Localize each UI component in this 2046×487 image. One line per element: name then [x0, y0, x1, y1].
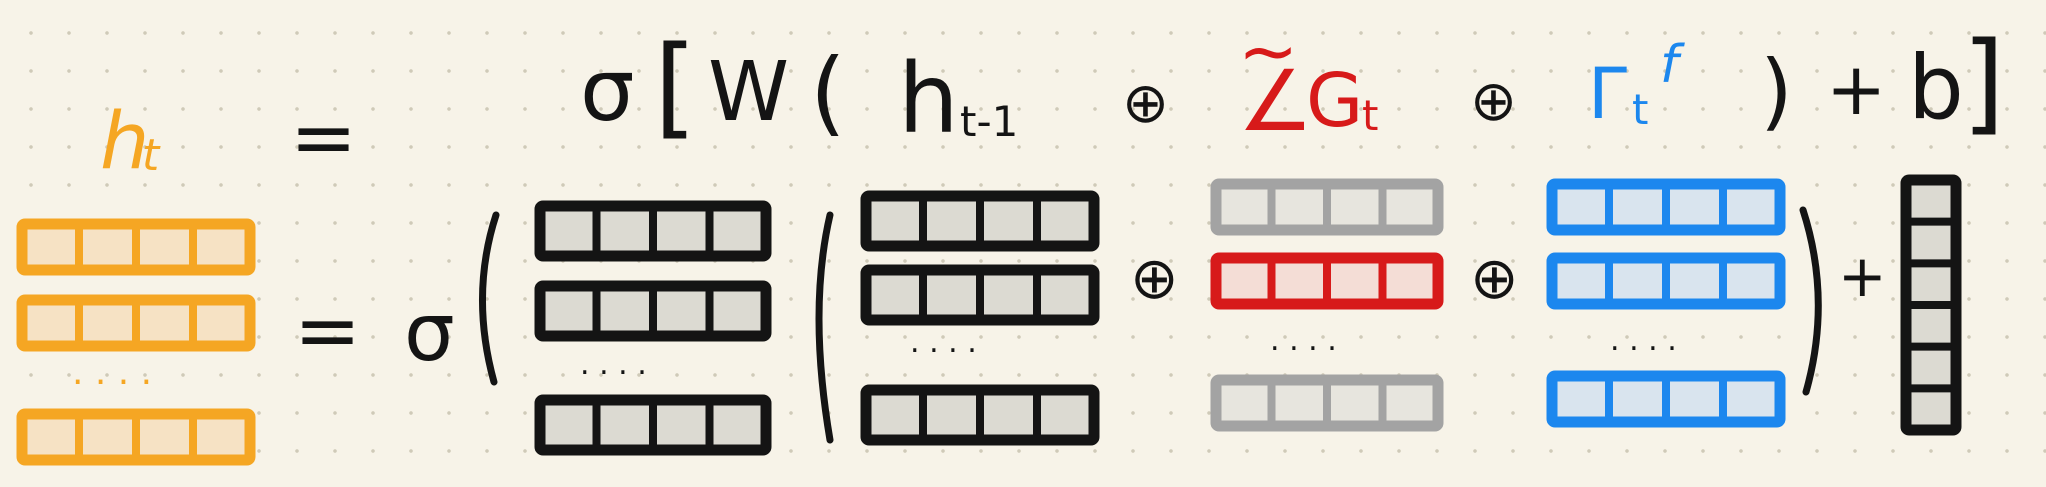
gamma-superscript: f: [1660, 35, 1685, 95]
gamma-symbol: Γ: [1588, 53, 1627, 135]
matrix-oplus-2: ⊕: [1470, 244, 1519, 312]
ht-vector-2: [16, 294, 256, 352]
matrix-sigma: σ: [404, 286, 455, 379]
gamma-dots: . . . .: [1610, 323, 1677, 358]
bias-vector: [1900, 174, 1962, 436]
h-prev: h: [898, 43, 959, 155]
top-plus: +: [1826, 47, 1886, 131]
ht-vector-1: [16, 218, 256, 276]
matrix-left-paren-inner: [815, 211, 834, 444]
tilde-mark: ~: [1238, 9, 1298, 93]
h-prev-subscript: t-1: [960, 97, 1018, 146]
top-close-paren: ): [1760, 42, 1793, 140]
w-matrix-row-3: [534, 394, 772, 456]
h-prev-vector-2: [860, 264, 1100, 326]
oplus-sign-2: ⊕: [1470, 69, 1517, 134]
gamma-vector-1: [1546, 178, 1786, 236]
h-prev-vector-3: [860, 384, 1100, 446]
top-open-bracket: [: [654, 22, 697, 150]
angle-symbol: ∠: [1238, 52, 1313, 150]
G-subscript: t: [1362, 91, 1378, 140]
top-b: b: [1908, 36, 1964, 139]
gamma-vector-3: [1546, 370, 1786, 428]
orange-dots: . . . .: [72, 352, 152, 393]
g-vector-2: [1210, 252, 1444, 310]
symbolic-equation: h t = σ [ W ( h t-1 ⊕ ~ ∠ G t ⊕ Γ t f ) …: [100, 9, 2005, 187]
w-matrix-row-2: [534, 280, 772, 342]
matrix-oplus-1: ⊕: [1130, 244, 1179, 312]
g-dots: . . . .: [1270, 323, 1337, 358]
gamma-subscript: t: [1632, 85, 1648, 134]
G-symbol: G: [1306, 58, 1363, 144]
top-close-bracket: ]: [1962, 18, 2005, 146]
g-vector-1: [1210, 178, 1444, 236]
ht-vector-3: [16, 408, 256, 466]
matrix-expansion: = σ ⊕ ⊕ + . . . . . . . . . . . . . . . …: [16, 174, 1962, 466]
g-vector-3: [1210, 374, 1444, 432]
w-matrix-row-1: [534, 200, 772, 262]
matrix-left-paren-outer: [479, 211, 500, 386]
lhs-h-subscript: t: [142, 130, 161, 181]
h-prev-vector-1: [860, 190, 1100, 252]
top-equals-sign: =: [290, 91, 357, 184]
matrix-right-paren: [1799, 206, 1822, 396]
lhs-h: h: [100, 97, 149, 187]
matrix-equals-sign: =: [294, 284, 361, 377]
top-W: W: [708, 45, 789, 140]
h-prev-dots: . . . .: [910, 325, 977, 360]
w-matrix-dots: . . . .: [580, 347, 647, 382]
oplus-sign-1: ⊕: [1122, 71, 1169, 136]
top-sigma: σ: [580, 41, 635, 141]
top-open-paren: (: [810, 39, 846, 146]
gamma-vector-2: [1546, 252, 1786, 310]
matrix-plus: +: [1838, 242, 1887, 310]
